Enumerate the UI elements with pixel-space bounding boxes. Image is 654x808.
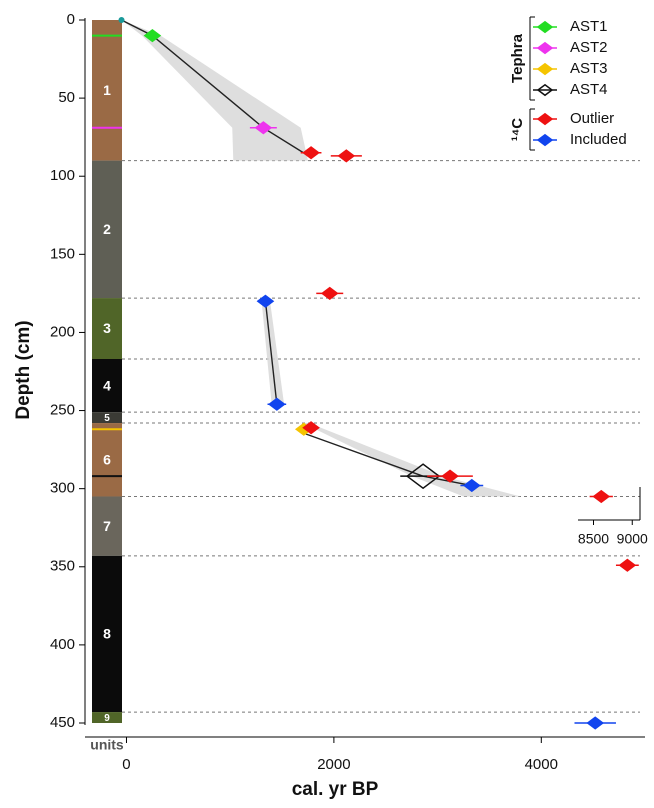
y-tick-label: 400 <box>50 636 75 653</box>
unit-label: 7 <box>103 518 111 534</box>
y-tick-label: 200 <box>50 323 75 340</box>
legend-label: Outlier <box>570 110 614 127</box>
x-tick-label: 2000 <box>317 756 350 773</box>
unit-label: 1 <box>103 82 111 98</box>
legend-label: Included <box>570 131 627 148</box>
data-point <box>462 478 481 493</box>
x-tick-label: 4000 <box>525 756 558 773</box>
legend-label: AST2 <box>570 39 608 56</box>
data-point <box>302 421 320 435</box>
data-point <box>302 146 320 160</box>
inset-tick-label: 9000 <box>617 531 648 547</box>
legend-marker <box>536 41 554 55</box>
age-model-line <box>264 301 278 405</box>
data-point <box>254 121 273 135</box>
y-tick-label: 250 <box>50 402 75 419</box>
unit-layer <box>92 359 122 413</box>
y-tick-label: 100 <box>50 167 75 184</box>
unit-label: 8 <box>103 626 111 642</box>
data-point <box>337 149 356 163</box>
unit-layer <box>92 20 122 161</box>
unit-label: 6 <box>103 451 111 467</box>
legend-marker <box>536 112 554 126</box>
unit-layer <box>92 496 122 556</box>
x-tick-label: 0 <box>122 756 130 773</box>
unit-layer <box>92 298 122 360</box>
legend-label: AST4 <box>570 81 608 98</box>
y-axis-label: Depth (cm) <box>13 320 34 419</box>
y-tick-label: 0 <box>67 11 75 28</box>
x-axis-label: cal. yr BP <box>292 779 379 800</box>
unit-label: 4 <box>103 377 111 393</box>
uncertainty-envelope <box>261 298 285 405</box>
unit-layer <box>92 555 122 713</box>
data-point <box>256 294 275 308</box>
unit-layer <box>92 412 122 424</box>
unit-label: 3 <box>103 320 111 336</box>
unit-layer <box>92 712 122 723</box>
legend-marker <box>536 133 554 147</box>
y-tick-label: 150 <box>50 245 75 262</box>
y-tick-label: 50 <box>58 89 75 106</box>
data-point <box>592 489 611 504</box>
surface-point <box>118 17 125 23</box>
data-point <box>441 469 459 483</box>
unit-label: 9 <box>104 713 110 724</box>
uncertainty-envelope <box>121 20 308 161</box>
legend-group-label: Tephra <box>509 33 526 83</box>
data-point <box>618 558 637 572</box>
unit-label: 2 <box>103 221 111 237</box>
legend-marker <box>536 20 554 34</box>
y-tick-label: 300 <box>50 480 75 497</box>
data-point <box>586 716 605 730</box>
units-label: units <box>90 737 124 753</box>
unit-layer <box>92 423 122 497</box>
legend-label: AST3 <box>570 60 608 77</box>
uncertainty-envelope <box>302 423 521 497</box>
inset-tick-label: 8500 <box>578 531 609 547</box>
legend-label: AST1 <box>570 18 608 35</box>
y-tick-label: 350 <box>50 558 75 575</box>
data-point <box>143 28 162 43</box>
unit-label: 5 <box>104 413 110 424</box>
legend-group-label: ¹⁴C <box>509 118 526 141</box>
legend-marker <box>536 83 554 97</box>
data-point <box>268 397 286 411</box>
legend-marker <box>536 62 554 76</box>
age-model-line <box>121 19 312 159</box>
data-point <box>320 286 339 301</box>
unit-layer <box>92 160 122 299</box>
y-tick-label: 450 <box>50 714 75 731</box>
